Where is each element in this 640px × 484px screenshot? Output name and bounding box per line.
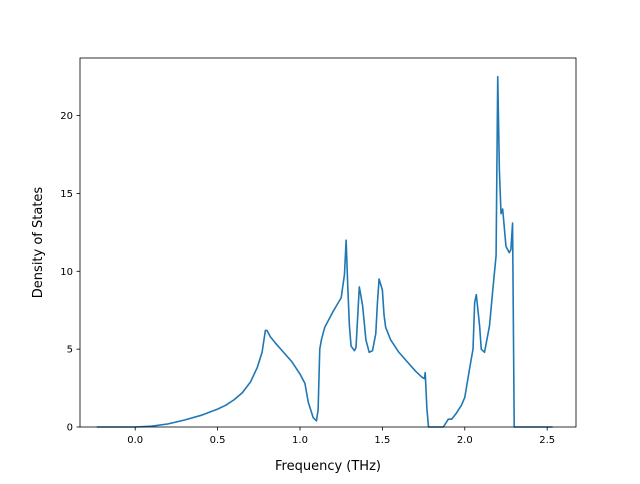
y-tick-label: 10 [60,267,73,278]
x-tick-label: 0.0 [127,435,143,446]
y-tick-label: 20 [60,111,73,122]
x-tick-label: 0.5 [210,435,226,446]
x-axis-title: Frequency (THz) [275,459,381,474]
series-line [96,75,553,428]
y-tick-label: 5 [67,345,73,356]
x-tick-label: 1.5 [374,435,390,446]
y-axis-title: Density of States [31,187,46,299]
x-tick-label: 2.0 [457,435,473,446]
y-axis-ticks: 0 5 10 15 20 [60,111,80,434]
x-tick-label: 2.5 [539,435,555,446]
plot-area [79,57,577,428]
x-axis-ticks: 0.0 0.5 1.0 1.5 2.0 2.5 [127,427,555,446]
y-tick-label: 0 [67,423,73,434]
x-tick-label: 1.0 [292,435,308,446]
axes-frame [79,57,577,428]
y-tick-label: 15 [60,189,73,200]
